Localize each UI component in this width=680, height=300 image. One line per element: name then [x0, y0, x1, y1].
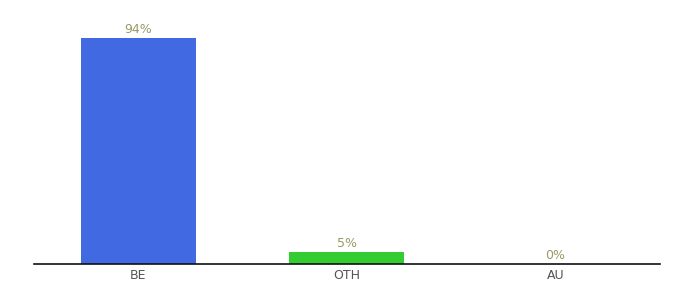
Text: 5%: 5%: [337, 237, 357, 250]
Text: 94%: 94%: [124, 23, 152, 36]
Text: 0%: 0%: [545, 249, 565, 262]
Bar: [290, 252, 404, 264]
Bar: [81, 38, 196, 264]
